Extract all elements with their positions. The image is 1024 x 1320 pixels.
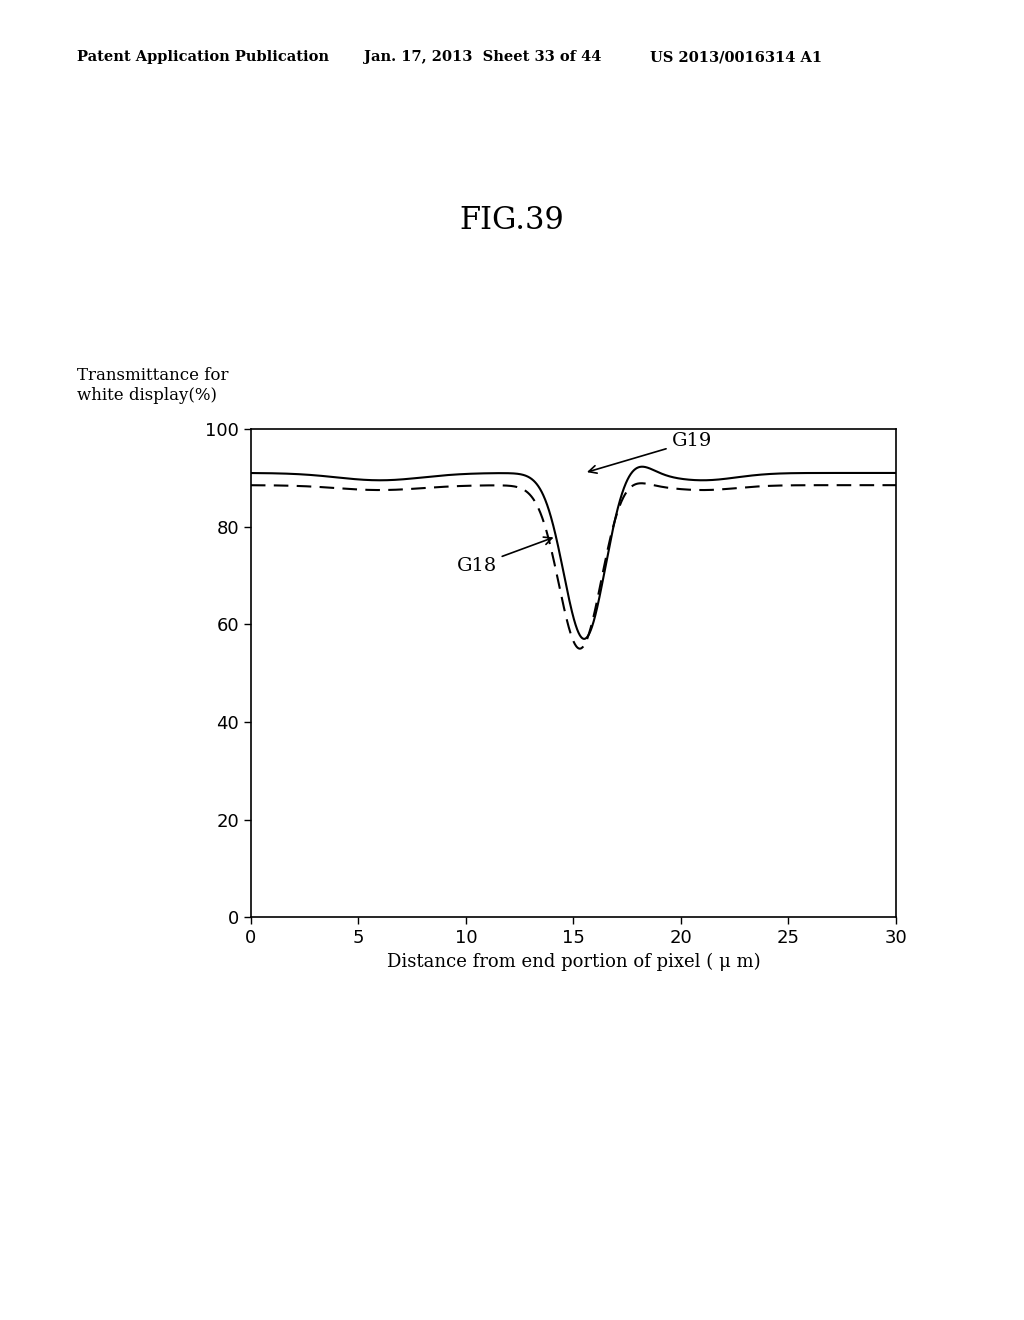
Text: Patent Application Publication: Patent Application Publication bbox=[77, 50, 329, 65]
Text: G18: G18 bbox=[457, 537, 552, 574]
Text: Transmittance for
white display(%): Transmittance for white display(%) bbox=[77, 367, 228, 404]
Text: Jan. 17, 2013  Sheet 33 of 44: Jan. 17, 2013 Sheet 33 of 44 bbox=[364, 50, 601, 65]
Text: FIG.39: FIG.39 bbox=[460, 205, 564, 235]
Text: G19: G19 bbox=[589, 432, 712, 473]
X-axis label: Distance from end portion of pixel ( μ m): Distance from end portion of pixel ( μ m… bbox=[387, 953, 760, 972]
Text: US 2013/0016314 A1: US 2013/0016314 A1 bbox=[650, 50, 822, 65]
